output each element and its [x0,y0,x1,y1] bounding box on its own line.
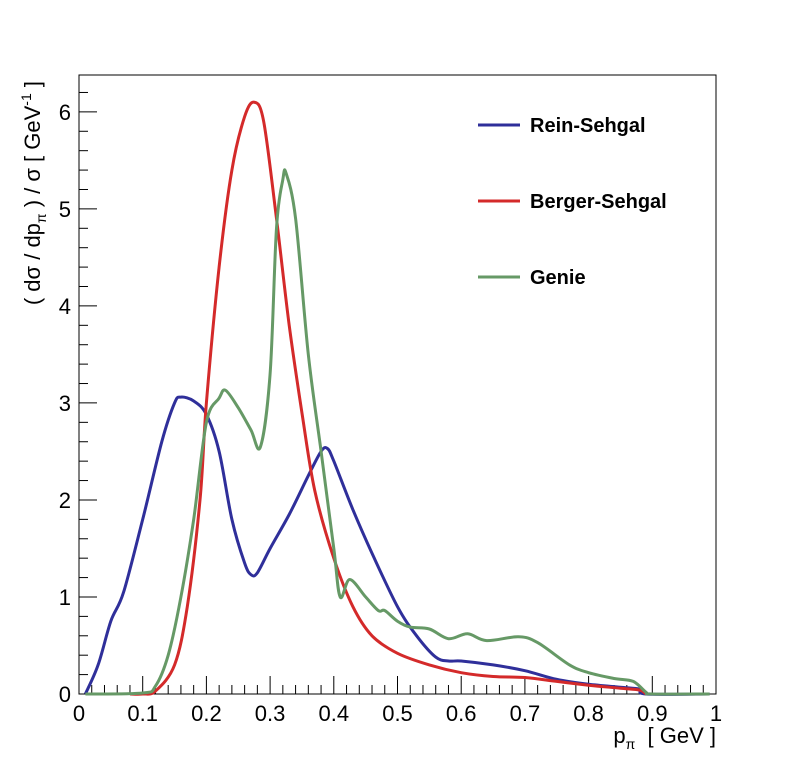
legend-label-genie: Genie [530,267,586,289]
legend: Rein-Sehgal Berger-Sehgal Genie [478,115,667,289]
series-line-berger-sehgal [129,100,647,696]
y-tick-label: 5 [59,197,71,222]
y-tick-label: 3 [59,391,71,416]
y-tick-label: 0 [59,682,71,707]
x-tick-label: 0.2 [191,701,222,726]
x-tick-label: 1 [710,701,722,726]
y-tick-label: 6 [59,100,71,125]
x-axis-title: pπ [ GeV ] [613,723,716,752]
x-tick-label: 0.8 [573,701,604,726]
x-tick-label: 0.4 [319,701,350,726]
y-tick-label: 1 [59,585,71,610]
x-tick-label: 0.7 [510,701,541,726]
x-tick-label: 0.5 [382,701,413,726]
series-line-rein-sehgal [84,395,710,696]
y-tick-label: 4 [59,294,71,319]
x-tick-label: 0.9 [637,701,668,726]
y-tick-label: 2 [59,488,71,513]
y-axis-title: ( dσ / dpπ ) / σ [ GeV-1 ] [18,81,49,305]
x-tick-label: 0 [73,701,85,726]
series-line-genie [85,168,710,696]
plot-frame [78,74,717,695]
x-tick-label: 0.6 [446,701,477,726]
x-tick-label: 0.1 [127,701,158,726]
legend-label-berger-sehgal: Berger-Sehgal [530,191,667,213]
x-tick-label: 0.3 [255,701,286,726]
x-tick-labels: 0 0.1 0.2 0.3 0.4 0.5 0.6 0.7 0.8 0.9 1 [73,701,722,726]
axis-ticks [78,91,717,695]
y-tick-labels: 0 1 2 3 4 5 6 [59,100,71,707]
legend-label-rein-sehgal: Rein-Sehgal [530,115,646,137]
series-lines [84,100,710,696]
